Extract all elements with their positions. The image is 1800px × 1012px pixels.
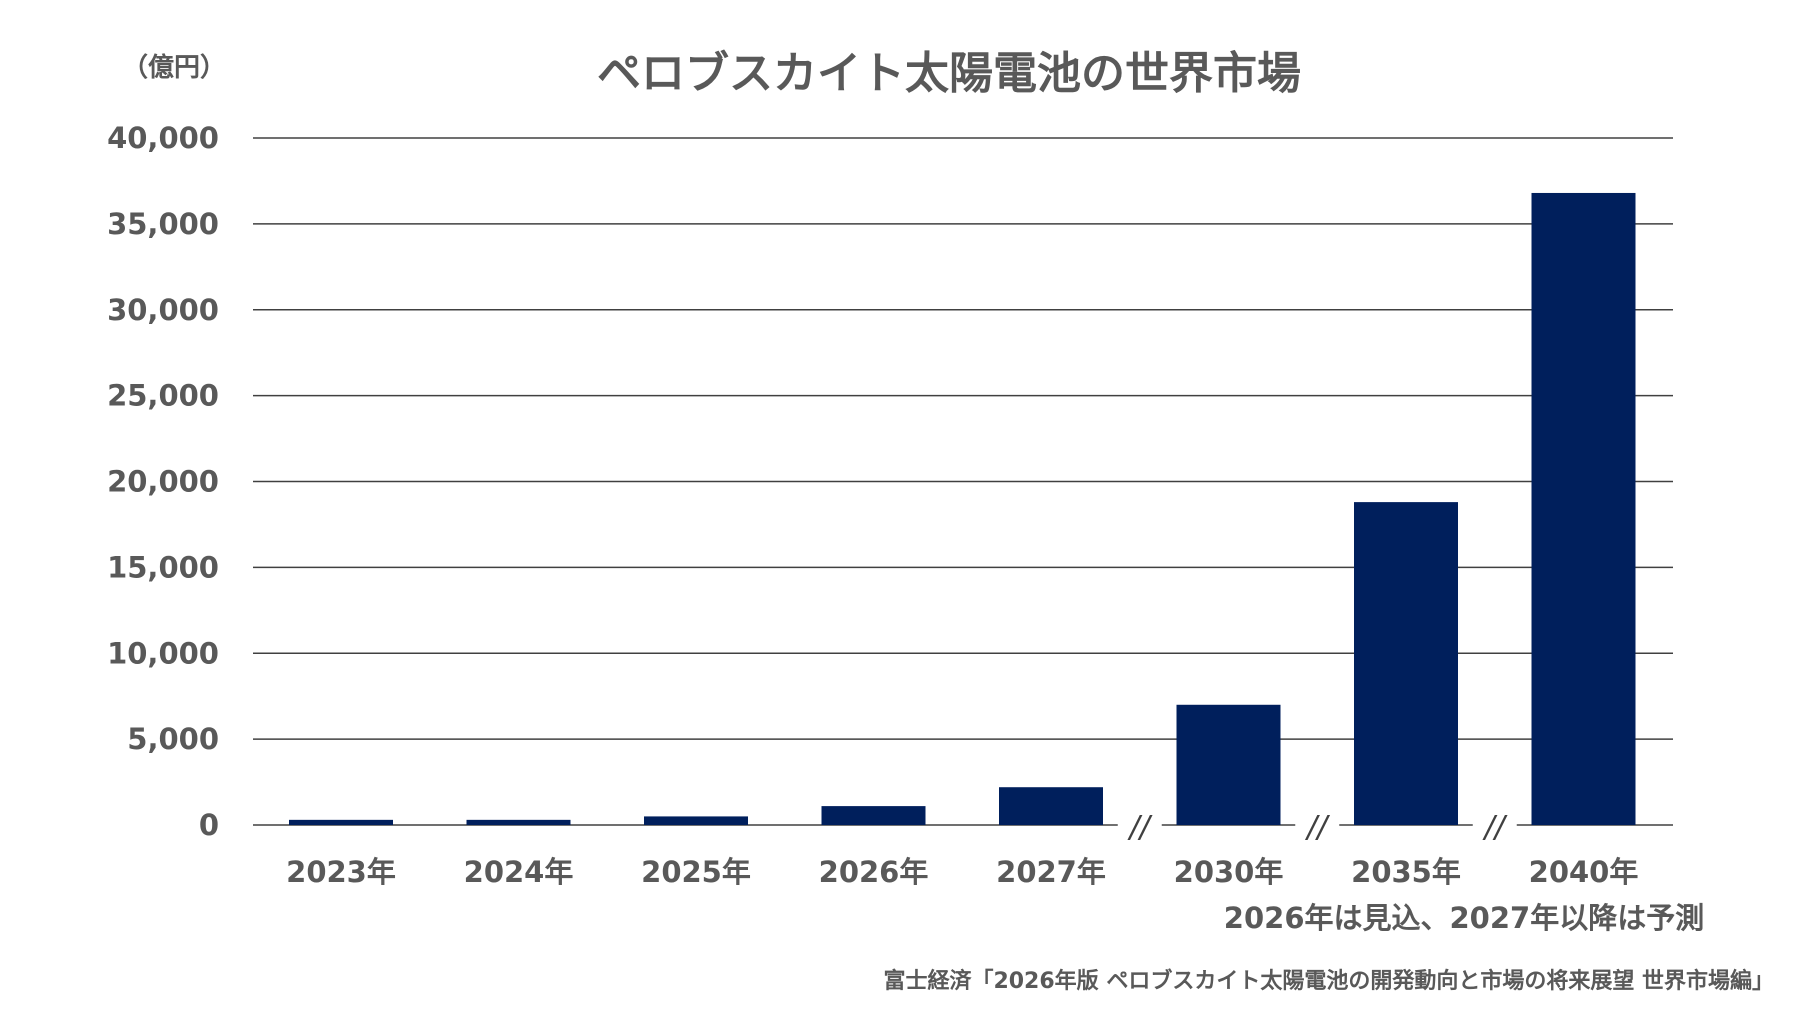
axis-breaks: // // //	[1127, 810, 1508, 845]
bar-2025年	[644, 816, 748, 825]
x-tick-label: 2025年	[641, 855, 751, 889]
axis-break-marker: //	[1482, 810, 1508, 845]
bar-2035年	[1354, 502, 1458, 825]
bar-2027年	[999, 787, 1103, 825]
axis-break-marker: //	[1127, 810, 1153, 845]
bars	[289, 192, 1636, 825]
y-tick-label: 25,000	[107, 379, 219, 413]
axis-break-marker: //	[1304, 810, 1330, 845]
bar-2030年	[1176, 704, 1281, 825]
y-tick-label: 35,000	[107, 207, 219, 241]
y-tick-label: 20,000	[107, 465, 219, 499]
x-tick-label: 2023年	[286, 855, 396, 889]
y-tick-label: 10,000	[107, 636, 219, 670]
y-axis-ticks: 0 5,000 10,000 15,000 20,000 25,000 30,000 35,0…	[107, 121, 219, 842]
x-tick-label: 2024年	[464, 855, 574, 889]
x-tick-label: 2026年	[819, 855, 929, 889]
y-tick-label: 5,000	[127, 722, 219, 756]
x-axis-ticks: 2023年 2024年 2025年 2026年 2027年 2030年 2035年 2040年	[286, 855, 1638, 889]
bar-2024年	[466, 819, 571, 825]
bar-2040年	[1531, 192, 1636, 825]
chart-title: ペロブスカイト太陽電池の世界市場	[597, 48, 1301, 99]
x-tick-label: 2027年	[996, 855, 1106, 889]
y-tick-label: 40,000	[107, 121, 219, 155]
x-tick-label: 2030年	[1174, 855, 1284, 889]
y-tick-label: 15,000	[107, 550, 219, 584]
source-citation: 富士経済「2026年版 ペロブスカイト太陽電池の開発動向と市場の将来展望 世界市…	[883, 968, 1774, 994]
bar-2026年	[821, 806, 926, 825]
forecast-note: 2026年は見込、2027年以降は予測	[1224, 901, 1704, 935]
y-unit-label: （億円）	[122, 53, 226, 83]
x-tick-label: 2040年	[1529, 855, 1639, 889]
y-tick-label: 30,000	[107, 293, 219, 327]
bar-2023年	[289, 819, 393, 825]
gridlines	[253, 137, 1673, 826]
x-tick-label: 2035年	[1351, 855, 1461, 889]
y-tick-label: 0	[199, 808, 219, 842]
